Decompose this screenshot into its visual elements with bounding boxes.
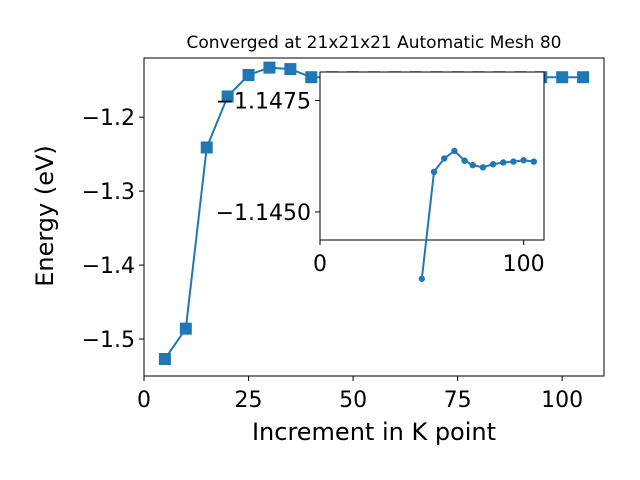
data-point — [263, 61, 276, 74]
inset-data-point — [489, 161, 497, 168]
inset-data-point — [469, 161, 476, 169]
chart-title: Converged at 21x21x21 Automatic Mesh 80 — [187, 33, 562, 53]
inset-plot: 0 100 −1.1475 −1.1450 — [216, 71, 545, 282]
y-tick-label: −1.5 — [82, 328, 135, 353]
inset-data-point — [461, 157, 468, 164]
inset-y-tick-label: −1.1450 — [216, 201, 311, 226]
data-point — [577, 71, 590, 84]
data-point — [242, 69, 255, 82]
data-point — [221, 90, 234, 103]
data-point — [556, 71, 569, 84]
data-point — [305, 71, 318, 84]
x-tick-label: 75 — [444, 388, 472, 413]
inset-data-point — [451, 147, 458, 155]
inset-data-point — [479, 164, 487, 171]
inset-data-point — [418, 275, 426, 282]
inset-data-point — [430, 168, 438, 176]
data-point — [200, 141, 213, 154]
y-tick-label: −1.3 — [82, 180, 135, 205]
inset-y-tick-label: −1.1475 — [216, 90, 311, 115]
x-tick-label: 100 — [541, 388, 583, 413]
inset-data-point — [520, 157, 527, 164]
inset-data-point — [510, 158, 517, 165]
inset-x-tick-label: 0 — [313, 252, 327, 277]
y-axis-label: Energy (eV) — [31, 145, 59, 287]
inset-x-tick-label: 100 — [503, 252, 545, 277]
inset-data-point — [500, 159, 507, 166]
inset-data-point — [441, 155, 448, 162]
y-tick-label: −1.2 — [82, 106, 135, 131]
inset-data-point — [530, 158, 538, 165]
data-point — [284, 63, 297, 76]
inset-plot-frame — [319, 71, 545, 241]
data-point — [179, 322, 192, 335]
y-tick-label: −1.4 — [82, 254, 135, 279]
x-tick-label: 50 — [339, 388, 367, 413]
data-point — [158, 352, 171, 365]
x-tick-label: 0 — [137, 388, 151, 413]
x-axis-label: Increment in K point — [252, 418, 496, 446]
x-tick-label: 25 — [235, 388, 263, 413]
